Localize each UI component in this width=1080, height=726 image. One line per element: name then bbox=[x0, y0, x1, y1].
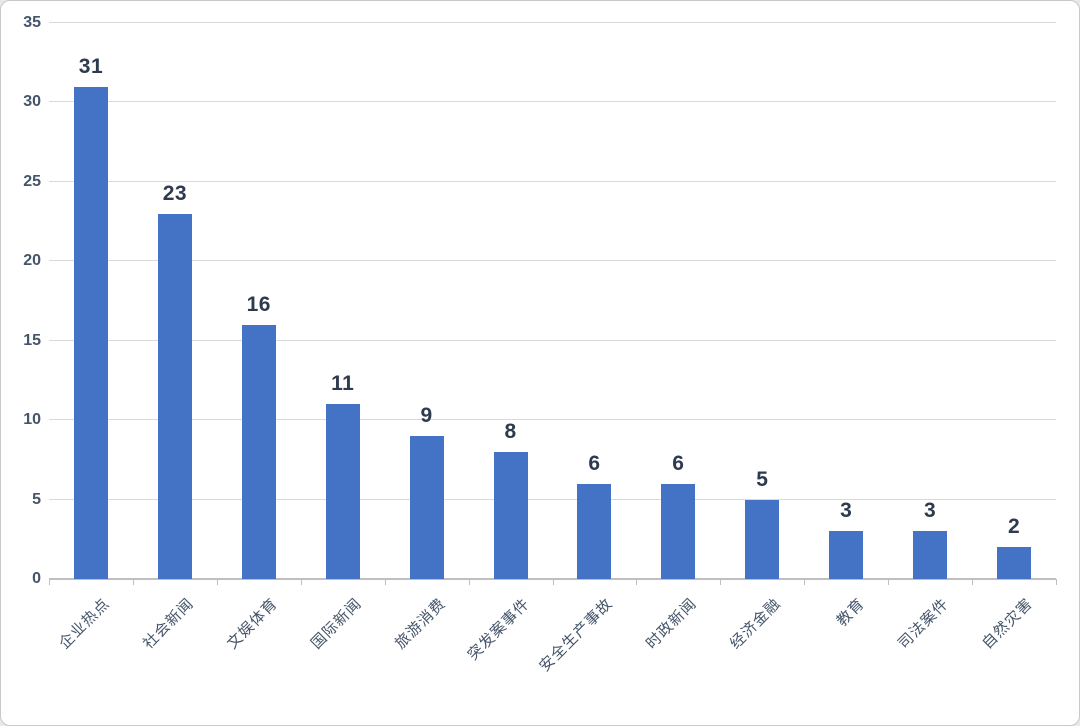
bar-value-label: 31 bbox=[78, 54, 104, 78]
y-tick-label: 0 bbox=[32, 570, 41, 587]
axis-tick bbox=[720, 579, 722, 585]
y-tick-label: 5 bbox=[32, 490, 41, 508]
x-category-label: 文娱体育 bbox=[223, 595, 281, 653]
axis-tick bbox=[552, 579, 554, 585]
gridline bbox=[49, 260, 1056, 262]
axis-tick bbox=[132, 579, 134, 585]
bar-value-label: 5 bbox=[756, 467, 769, 491]
bar-value-label: 23 bbox=[162, 181, 188, 205]
axis-tick bbox=[804, 579, 806, 585]
axis-tick bbox=[49, 579, 50, 585]
x-category-label: 教育 bbox=[833, 595, 869, 630]
gridline bbox=[49, 419, 1056, 421]
bar bbox=[325, 404, 360, 579]
bar bbox=[409, 436, 444, 579]
axis-tick bbox=[384, 579, 386, 585]
y-tick-label: 20 bbox=[23, 252, 41, 270]
y-tick-label: 15 bbox=[23, 331, 41, 349]
gridline bbox=[49, 22, 1056, 23]
plot-area: 31 企业热点 23 社会新闻 16 文娱体育 11 国际新闻 9 旅游消费 8 突发案事件 6 安全生产… bbox=[49, 22, 1057, 675]
gridline bbox=[49, 339, 1056, 341]
bar bbox=[745, 499, 780, 579]
bar-value-label: 11 bbox=[331, 372, 355, 396]
y-tick-label: 25 bbox=[23, 172, 41, 190]
bar bbox=[157, 213, 192, 579]
y-tick-label: 35 bbox=[23, 14, 41, 31]
x-category-label: 旅游消费 bbox=[391, 595, 449, 653]
gridline bbox=[49, 498, 1056, 500]
x-category-label: 时政新闻 bbox=[643, 595, 701, 653]
bar bbox=[661, 483, 696, 579]
bar-value-label: 2 bbox=[1007, 515, 1021, 539]
x-category-label: 企业热点 bbox=[55, 595, 114, 653]
x-category-label: 安全生产事故 bbox=[536, 595, 617, 676]
bar bbox=[997, 547, 1032, 579]
y-tick-label: 30 bbox=[23, 93, 41, 111]
x-category-label: 司法案件 bbox=[894, 595, 953, 653]
gridline bbox=[49, 180, 1056, 182]
x-category-label: 国际新闻 bbox=[307, 595, 365, 653]
x-category-label: 社会新闻 bbox=[139, 595, 198, 653]
bar bbox=[241, 324, 276, 579]
axis-tick bbox=[636, 579, 638, 585]
bar-value-label: 6 bbox=[672, 451, 685, 475]
bar bbox=[913, 531, 948, 579]
bar-value-label: 8 bbox=[504, 419, 517, 443]
x-category-label: 突发案事件 bbox=[464, 595, 533, 664]
bar-value-label: 3 bbox=[924, 499, 937, 523]
bar-value-label: 9 bbox=[420, 404, 433, 428]
bar-value-label: 3 bbox=[840, 499, 853, 523]
axis-tick bbox=[888, 579, 890, 585]
axis-tick bbox=[468, 579, 470, 585]
x-category-label: 自然灾害 bbox=[978, 595, 1037, 653]
bar-value-label: 16 bbox=[246, 292, 271, 316]
axis-tick bbox=[972, 579, 974, 585]
axis-tick bbox=[300, 579, 302, 585]
axis-tick bbox=[1056, 579, 1057, 585]
y-tick-label: 10 bbox=[23, 411, 41, 429]
axis-tick bbox=[216, 579, 218, 585]
bar bbox=[73, 86, 108, 579]
gridline bbox=[49, 101, 1056, 103]
bar-value-label: 6 bbox=[588, 451, 601, 475]
bar bbox=[577, 483, 612, 579]
bar bbox=[493, 451, 528, 579]
x-category-label: 经济金融 bbox=[727, 595, 785, 653]
bar bbox=[829, 531, 864, 579]
